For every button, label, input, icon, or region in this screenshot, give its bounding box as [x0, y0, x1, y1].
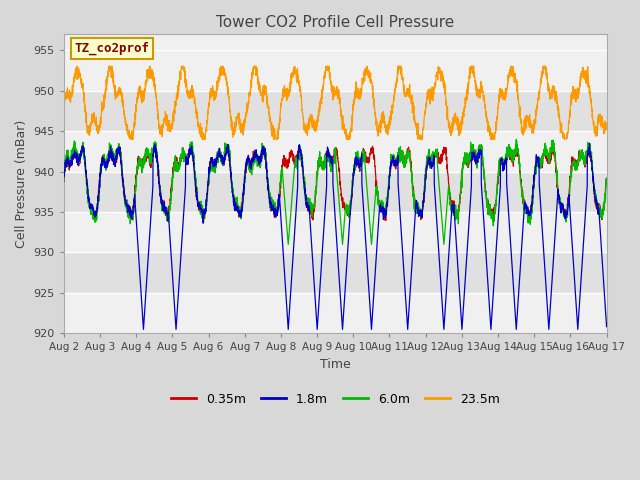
Title: Tower CO2 Profile Cell Pressure: Tower CO2 Profile Cell Pressure	[216, 15, 454, 30]
Bar	[64, 91, 607, 131]
Text: TZ_co2prof: TZ_co2prof	[75, 42, 150, 55]
Bar	[64, 252, 607, 293]
Bar	[64, 293, 607, 334]
Bar	[64, 171, 607, 212]
Y-axis label: Cell Pressure (mBar): Cell Pressure (mBar)	[15, 120, 28, 248]
X-axis label: Time: Time	[320, 358, 351, 371]
Bar	[64, 212, 607, 252]
Legend: 0.35m, 1.8m, 6.0m, 23.5m: 0.35m, 1.8m, 6.0m, 23.5m	[166, 387, 504, 410]
Bar	[64, 50, 607, 91]
Bar	[64, 131, 607, 171]
